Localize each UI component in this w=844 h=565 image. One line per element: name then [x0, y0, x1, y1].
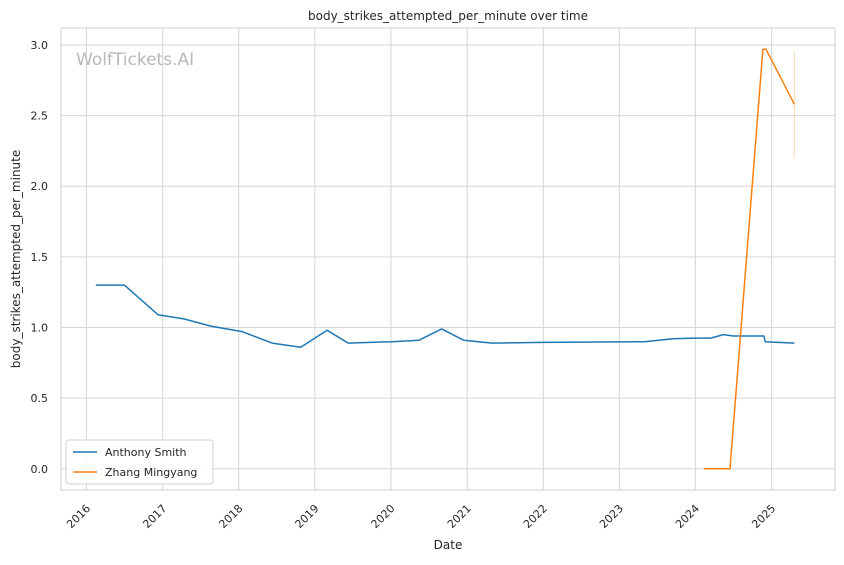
- x-axis-title: Date: [434, 538, 463, 552]
- legend: Anthony Smith Zhang Mingyang: [65, 439, 214, 485]
- y-tick-label: 3.0: [31, 39, 49, 52]
- y-tick-label: 0.5: [31, 392, 49, 405]
- y-tick-label: 0.0: [31, 463, 49, 476]
- watermark-text: WolfTickets.AI: [76, 50, 194, 70]
- y-tick-label: 2.5: [31, 110, 49, 123]
- y-axis-title: body_strikes_attempted_per_minute: [9, 150, 23, 368]
- plot-frame: [60, 27, 836, 491]
- y-tick-label: 1.0: [31, 322, 49, 335]
- series-layer: [95, 48, 796, 470]
- y-tick-label: 2.0: [31, 180, 49, 193]
- y-tick-label: 1.5: [31, 251, 49, 264]
- chart-title: body_strikes_attempted_per_minute over t…: [308, 9, 588, 23]
- series-line-anthony-smith: [95, 284, 795, 349]
- legend-label-zhang-mingyang: Zhang Mingyang: [105, 466, 197, 479]
- series-line-zhang-mingyang: [703, 48, 796, 470]
- legend-box: [65, 439, 214, 485]
- legend-label-anthony-smith: Anthony Smith: [105, 446, 187, 459]
